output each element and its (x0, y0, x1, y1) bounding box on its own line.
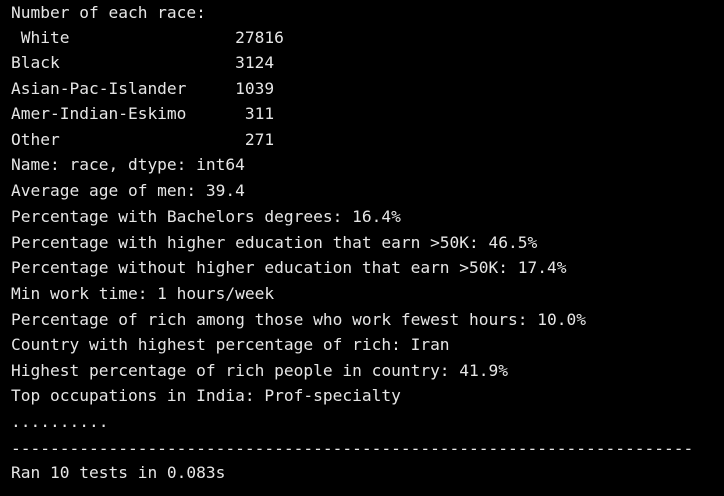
output-line-test-summary: Ran 10 tests in 0.083s (11, 463, 226, 482)
output-line-highest-earning-percentage: Highest percentage of rich people in cou… (11, 361, 509, 380)
output-line-separator: ----------------------------------------… (11, 439, 694, 458)
output-line-test-dots: .......... (11, 412, 109, 431)
output-line-top-occupation: Top occupations in India: Prof-specialty (11, 386, 401, 405)
output-line-race-black: Black 3124 (11, 53, 275, 72)
output-line-lower-education: Percentage without higher education that… (11, 258, 567, 277)
output-line-higher-education: Percentage with higher education that ea… (11, 233, 538, 252)
output-line-dtype: Name: race, dtype: int64 (11, 155, 245, 174)
output-line-race-other: Other 271 (11, 130, 275, 149)
output-line-highest-earning-country: Country with highest percentage of rich:… (11, 335, 450, 354)
output-line-average-age: Average age of men: 39.4 (11, 181, 245, 200)
output-line-race-white: White 27816 (11, 28, 284, 47)
output-line-rich-min-workers: Percentage of rich among those who work … (11, 310, 586, 329)
output-line-race-heading: Number of each race: (11, 3, 206, 22)
output-line-race-amer-indian: Amer-Indian-Eskimo 311 (11, 104, 275, 123)
output-line-race-asian: Asian-Pac-Islander 1039 (11, 79, 275, 98)
output-line-min-work-time: Min work time: 1 hours/week (11, 284, 275, 303)
output-line-bachelors: Percentage with Bachelors degrees: 16.4% (11, 207, 401, 226)
